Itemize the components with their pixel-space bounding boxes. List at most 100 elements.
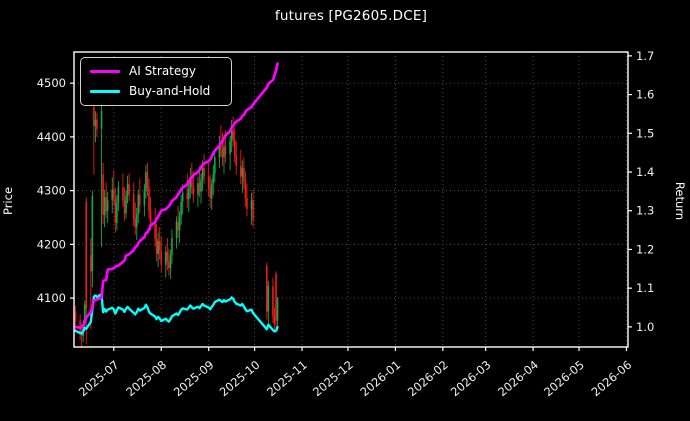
candle-body	[93, 107, 95, 127]
candle-body	[158, 241, 161, 251]
ai-strategy-line-swatch	[90, 70, 120, 73]
candle-body	[122, 187, 124, 201]
return-tick-label: 1.0	[636, 320, 654, 334]
candle-body	[160, 250, 163, 265]
candle-body	[230, 130, 233, 142]
date-tick-label: 2026-04	[495, 358, 541, 400]
candle-body	[125, 196, 127, 214]
candle-body	[155, 238, 158, 255]
date-tick-label: 2025-08	[123, 358, 169, 400]
candle-body	[177, 221, 179, 231]
candle-body	[123, 200, 126, 214]
candle-body	[91, 196, 94, 272]
candle-body	[134, 218, 137, 228]
candle-body	[94, 119, 97, 127]
candle-body	[103, 197, 106, 215]
candle-body	[186, 192, 189, 200]
candle-body	[187, 188, 190, 200]
candle-body	[273, 316, 276, 324]
candle-body	[209, 188, 212, 199]
date-tick-label: 2025-10	[217, 358, 263, 400]
price-tick-label: 4100	[37, 291, 66, 305]
candle-body	[175, 221, 178, 238]
candle-body	[189, 176, 192, 189]
candle-body	[171, 237, 173, 256]
candle-body	[241, 168, 244, 177]
candle-body	[102, 174, 104, 215]
date-tick-label: 2025-12	[310, 358, 356, 400]
candle-body	[272, 286, 274, 317]
candle-body	[252, 200, 254, 220]
candle-body	[112, 189, 115, 199]
price-tick-label: 4500	[37, 76, 66, 90]
candle-body	[191, 176, 193, 187]
candle-body	[213, 157, 216, 174]
candle-body	[244, 182, 247, 199]
candle-body	[200, 179, 202, 192]
date-tick-label: 2025-11	[264, 358, 310, 400]
date-tick-label: 2026-06	[589, 358, 635, 400]
candle-body	[233, 139, 236, 156]
candle-body	[198, 183, 201, 192]
candle-body	[166, 251, 169, 262]
candle-body	[132, 193, 135, 219]
candle-body	[232, 130, 234, 140]
candle-body	[178, 216, 181, 231]
ai-strategy-line	[74, 62, 279, 329]
candle-body	[90, 255, 92, 272]
candle-body	[126, 184, 129, 197]
legend-item-buy-and-hold: Buy-and-Hold	[90, 85, 221, 98]
candle-body	[116, 202, 118, 223]
candle-body	[114, 198, 117, 223]
date-tick-label: 2026-03	[448, 358, 494, 400]
candle-body	[100, 111, 103, 129]
date-tick-label: 2026-05	[541, 358, 587, 400]
candle-body	[143, 190, 146, 206]
chart-title: futures [PG2605.DCE]	[274, 8, 428, 24]
candle-body	[203, 168, 205, 177]
candle-body	[154, 222, 156, 239]
plot-border	[73, 51, 629, 348]
date-tick-label: 2025-09	[171, 358, 217, 400]
candle-body	[267, 286, 270, 312]
candle-body	[212, 173, 215, 185]
candle-body	[218, 143, 221, 158]
legend: AI Strategy Buy-and-Hold	[80, 57, 232, 106]
price-axis-label: Price	[1, 186, 15, 216]
candle-body	[266, 265, 268, 312]
candle-body	[149, 211, 152, 223]
candle-body	[181, 192, 184, 202]
candle-body	[165, 251, 167, 265]
legend-item-ai-strategy: AI Strategy	[90, 65, 221, 78]
candle-body	[276, 299, 279, 321]
candle-body	[201, 168, 204, 180]
candle-body	[105, 197, 107, 212]
return-tick-label: 1.6	[636, 88, 654, 102]
candle-body	[197, 183, 199, 195]
date-tick-label: 2026-02	[405, 358, 451, 400]
candle-body	[106, 200, 109, 212]
date-tick-label: 2025-07	[76, 358, 122, 400]
candle-body	[148, 187, 150, 212]
candle-body	[224, 146, 227, 155]
candle-body	[139, 194, 141, 206]
legend-label-ai-strategy: AI Strategy	[129, 64, 196, 78]
candle-body	[250, 200, 253, 209]
candle-body	[135, 214, 138, 228]
candle-body	[168, 261, 170, 269]
candle-body	[180, 201, 182, 217]
legend-label-buy-and-hold: Buy-and-Hold	[129, 84, 211, 98]
date-tick-label: 2026-01	[357, 358, 403, 400]
candle-body	[74, 311, 77, 321]
candle-body	[111, 189, 114, 201]
candle-body	[145, 172, 147, 191]
candle-body	[240, 165, 242, 177]
candle-body	[221, 149, 224, 158]
price-tick-label: 4400	[37, 130, 66, 144]
return-tick-label: 1.7	[636, 49, 654, 63]
return-tick-label: 1.4	[636, 165, 654, 179]
candle-body	[83, 304, 86, 324]
line-series	[74, 62, 279, 335]
